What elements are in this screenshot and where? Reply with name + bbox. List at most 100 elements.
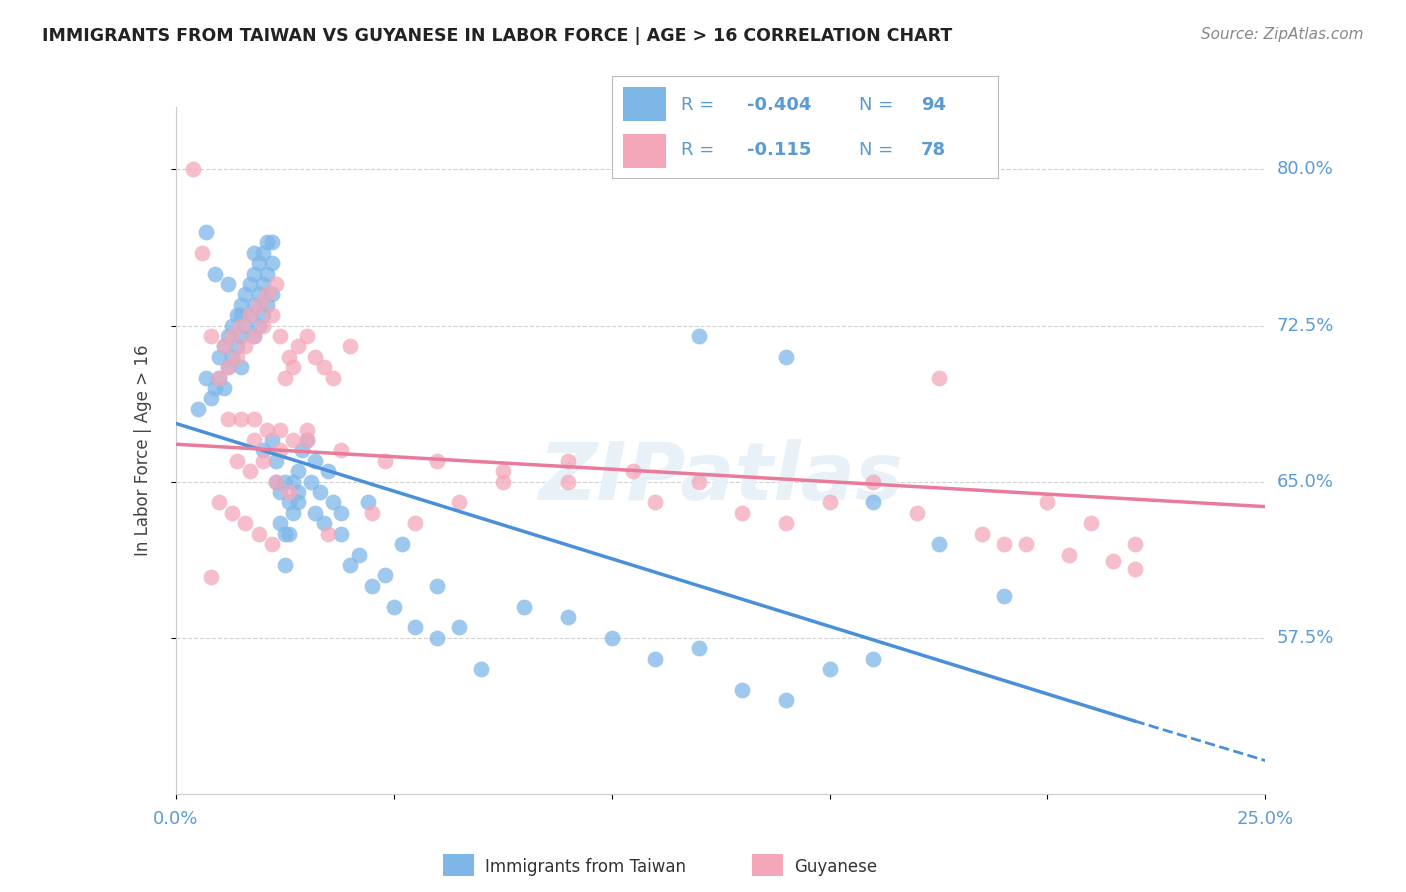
Point <box>470 662 492 676</box>
Point <box>252 443 274 458</box>
Text: 65.0%: 65.0% <box>1277 473 1333 491</box>
Point <box>278 495 301 509</box>
Point <box>818 662 841 676</box>
Point <box>278 526 301 541</box>
Point <box>243 412 266 426</box>
Point <box>243 329 266 343</box>
Point <box>269 516 291 531</box>
Point <box>1036 495 1059 509</box>
Text: 80.0%: 80.0% <box>1277 161 1333 178</box>
Point <box>557 454 579 468</box>
Point <box>775 693 797 707</box>
Point <box>208 370 231 384</box>
Point <box>322 495 344 509</box>
Point <box>239 277 262 291</box>
Point <box>291 443 314 458</box>
Point <box>217 360 239 375</box>
Text: -0.404: -0.404 <box>747 95 811 113</box>
Point <box>513 599 536 614</box>
Point <box>200 570 222 584</box>
Point <box>235 287 257 301</box>
Point <box>731 682 754 697</box>
Point <box>252 245 274 260</box>
Point <box>330 506 353 520</box>
Point <box>283 506 305 520</box>
Point <box>221 506 243 520</box>
Point <box>374 568 396 582</box>
Point <box>274 475 297 489</box>
Point <box>243 267 266 281</box>
Text: -0.115: -0.115 <box>747 141 811 159</box>
Text: 94: 94 <box>921 95 946 113</box>
Point <box>299 475 322 489</box>
Point <box>217 360 239 375</box>
Point <box>318 464 340 478</box>
Text: ZIPatlas: ZIPatlas <box>538 439 903 517</box>
Point <box>243 298 266 312</box>
Point <box>304 506 326 520</box>
Point <box>283 433 305 447</box>
Point <box>360 579 382 593</box>
Point <box>312 360 335 375</box>
Point <box>231 329 253 343</box>
Point <box>221 350 243 364</box>
Point <box>600 631 623 645</box>
Point <box>426 454 449 468</box>
Y-axis label: In Labor Force | Age > 16: In Labor Force | Age > 16 <box>134 344 152 557</box>
Point <box>447 495 470 509</box>
Point <box>221 329 243 343</box>
Point <box>274 526 297 541</box>
Point <box>318 526 340 541</box>
Point <box>260 235 283 250</box>
Point <box>688 641 710 656</box>
Point <box>426 579 449 593</box>
Point <box>208 370 231 384</box>
Point <box>231 412 253 426</box>
Point <box>818 495 841 509</box>
Point <box>269 423 291 437</box>
Point <box>235 516 257 531</box>
Point <box>256 298 278 312</box>
Point <box>269 329 291 343</box>
Point <box>405 620 427 634</box>
Point <box>644 495 666 509</box>
Point <box>304 350 326 364</box>
Point <box>195 225 218 239</box>
Point <box>330 443 353 458</box>
Point <box>208 495 231 509</box>
Point <box>260 308 283 322</box>
Point <box>200 329 222 343</box>
Point <box>295 433 318 447</box>
Point <box>862 475 884 489</box>
Point <box>231 318 253 333</box>
Point <box>269 443 291 458</box>
Point <box>360 506 382 520</box>
Point <box>235 318 257 333</box>
Text: N =: N = <box>859 141 898 159</box>
Point <box>195 370 218 384</box>
Point <box>200 392 222 406</box>
Point <box>993 589 1015 603</box>
Point <box>274 370 297 384</box>
Point <box>252 454 274 468</box>
Text: 72.5%: 72.5% <box>1277 317 1334 334</box>
Text: Immigrants from Taiwan: Immigrants from Taiwan <box>485 858 686 876</box>
Point <box>557 475 579 489</box>
Point <box>283 360 305 375</box>
Point <box>1123 562 1146 576</box>
Point <box>260 256 283 270</box>
Point <box>181 162 204 177</box>
Point <box>405 516 427 531</box>
Point <box>217 277 239 291</box>
Point <box>260 433 283 447</box>
Point <box>557 610 579 624</box>
Point <box>905 506 928 520</box>
Point <box>1015 537 1038 551</box>
Point <box>225 339 247 353</box>
Point <box>256 235 278 250</box>
Point <box>243 329 266 343</box>
Point <box>295 433 318 447</box>
Point <box>217 412 239 426</box>
Point <box>287 339 309 353</box>
Point <box>308 485 330 500</box>
